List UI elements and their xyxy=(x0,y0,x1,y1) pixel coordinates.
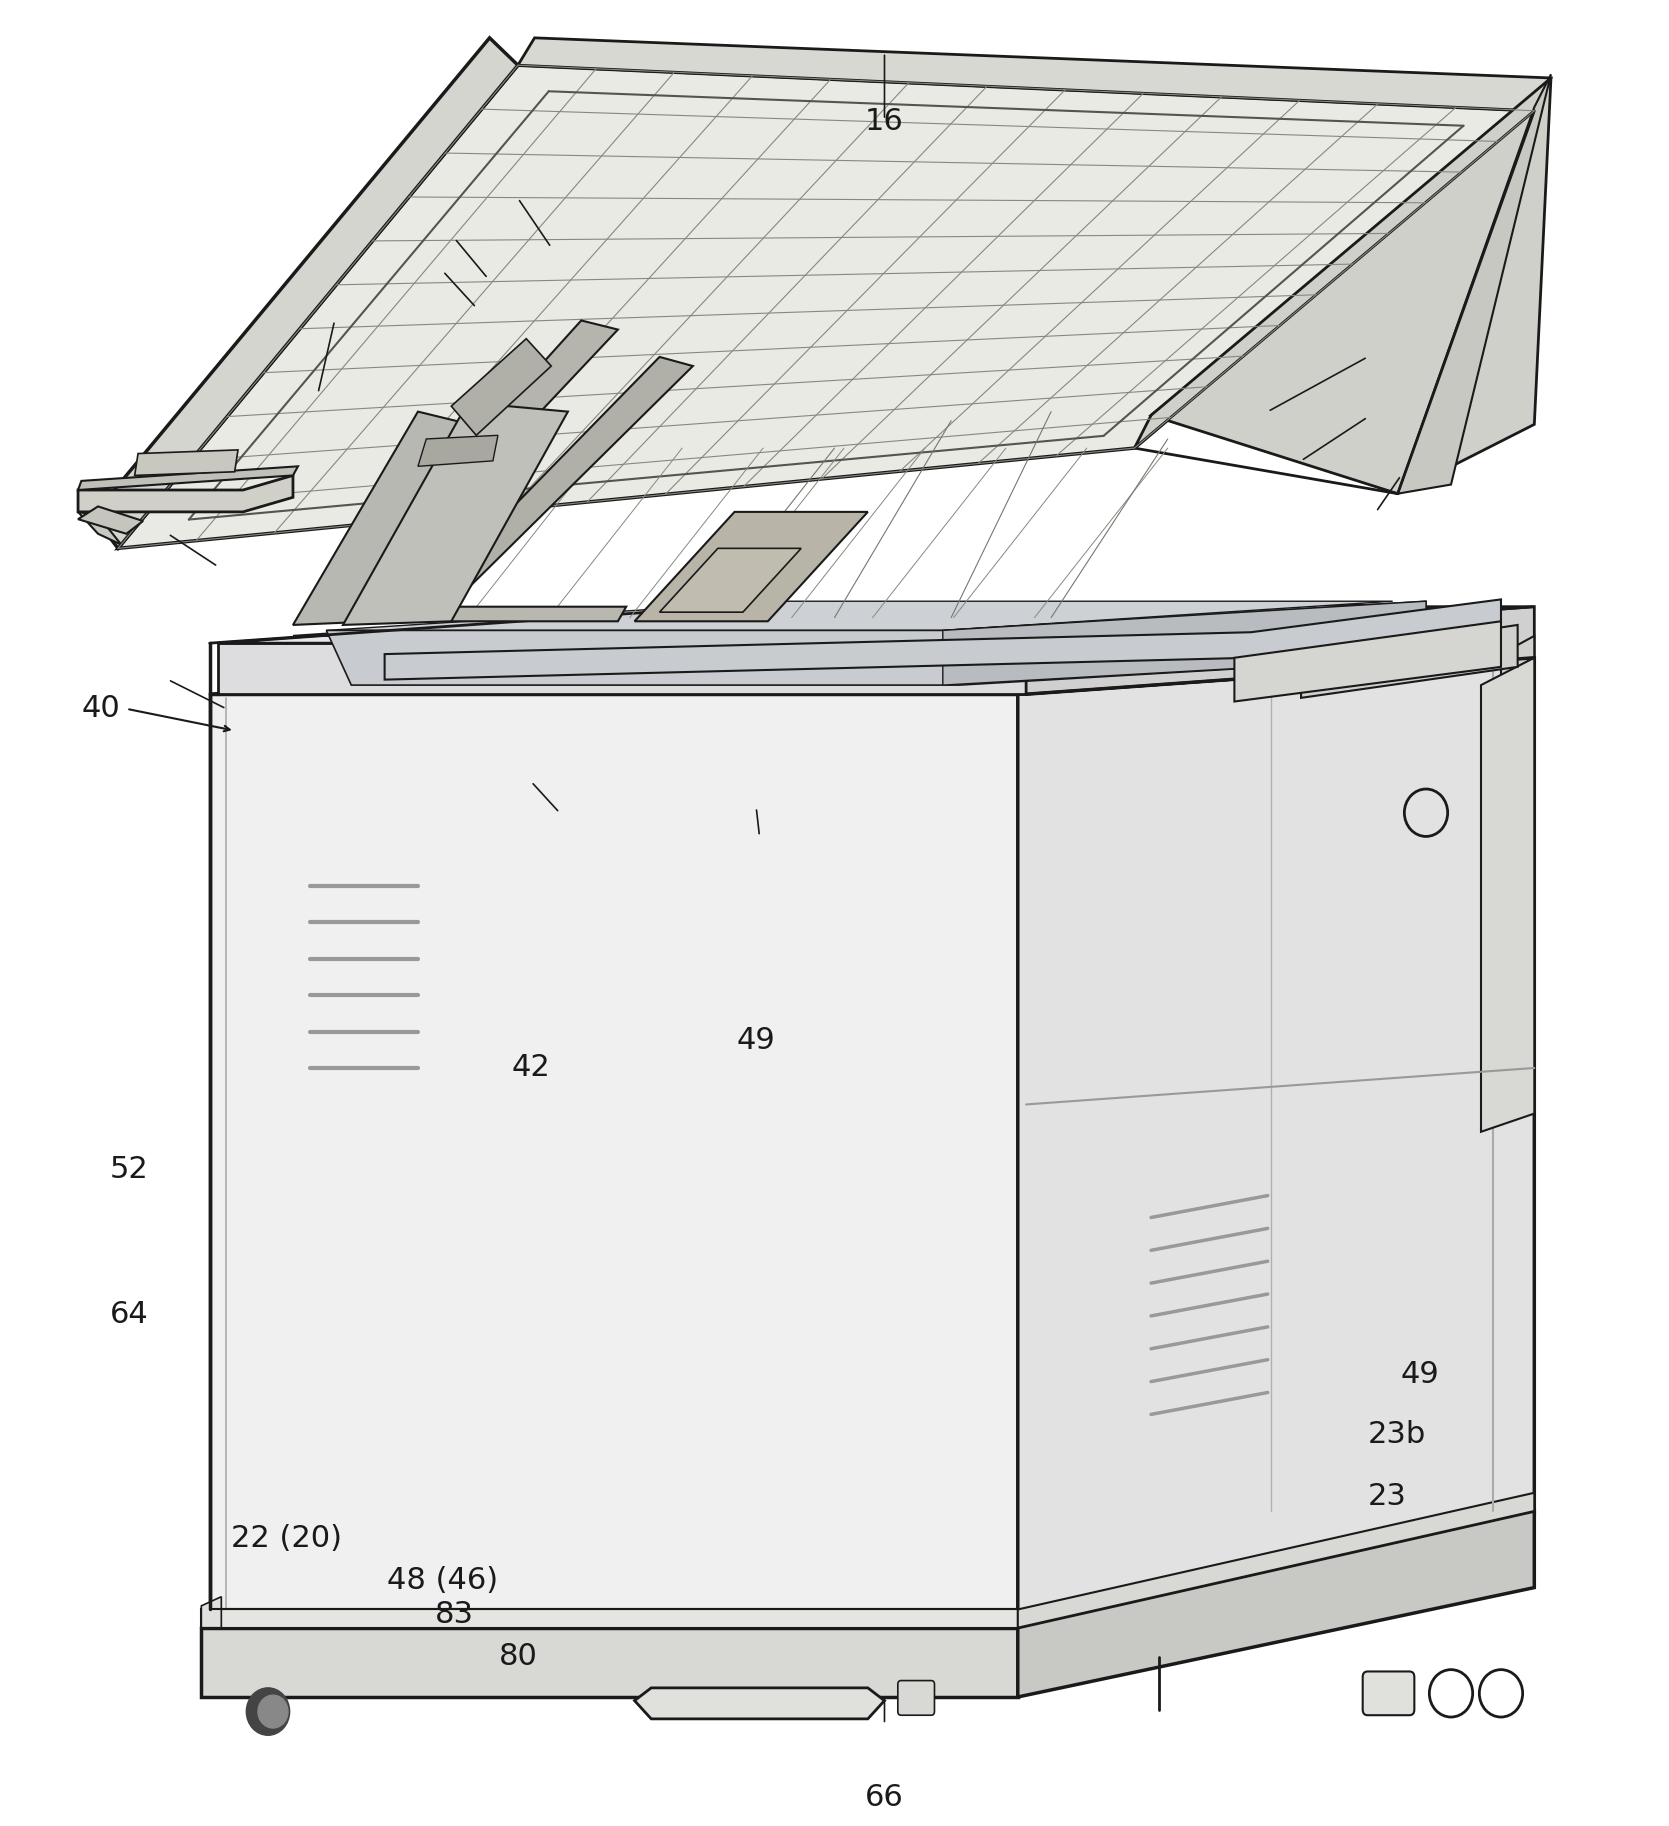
Polygon shape xyxy=(384,599,1500,679)
Polygon shape xyxy=(78,506,144,533)
Polygon shape xyxy=(659,548,801,612)
Polygon shape xyxy=(342,402,567,624)
Text: 23b: 23b xyxy=(1367,1421,1425,1448)
Text: 42: 42 xyxy=(512,1054,551,1083)
Circle shape xyxy=(247,1687,290,1735)
FancyBboxPatch shape xyxy=(1362,1671,1414,1715)
Text: 49: 49 xyxy=(736,1026,776,1055)
Polygon shape xyxy=(1152,79,1551,493)
Polygon shape xyxy=(219,606,1534,643)
Text: 22 (20): 22 (20) xyxy=(232,1523,342,1552)
Text: 83: 83 xyxy=(436,1600,474,1629)
Text: 48 (46): 48 (46) xyxy=(387,1565,499,1594)
Polygon shape xyxy=(943,601,1425,685)
Polygon shape xyxy=(384,606,626,621)
Text: 16: 16 xyxy=(865,108,905,137)
Polygon shape xyxy=(93,38,517,548)
Polygon shape xyxy=(219,643,1026,694)
Polygon shape xyxy=(78,466,299,489)
Text: 23: 23 xyxy=(1367,1483,1407,1510)
Polygon shape xyxy=(1302,624,1517,698)
Polygon shape xyxy=(1135,79,1551,447)
Polygon shape xyxy=(78,511,122,544)
Polygon shape xyxy=(1018,1512,1534,1696)
Polygon shape xyxy=(517,38,1551,111)
Text: 64: 64 xyxy=(110,1300,149,1329)
Polygon shape xyxy=(1397,75,1551,493)
Polygon shape xyxy=(310,320,618,621)
Polygon shape xyxy=(1018,657,1534,1632)
Polygon shape xyxy=(1026,606,1534,694)
Text: 52: 52 xyxy=(110,1156,149,1185)
Polygon shape xyxy=(451,338,551,435)
Text: 66: 66 xyxy=(865,1782,905,1811)
Polygon shape xyxy=(202,1609,1018,1627)
Polygon shape xyxy=(210,657,1534,694)
Polygon shape xyxy=(327,601,1392,630)
Polygon shape xyxy=(1480,657,1534,1132)
Polygon shape xyxy=(634,1687,885,1718)
Circle shape xyxy=(259,1695,289,1727)
Polygon shape xyxy=(417,435,497,466)
Polygon shape xyxy=(1018,1494,1534,1627)
Polygon shape xyxy=(401,356,693,621)
Polygon shape xyxy=(118,66,1534,548)
Text: 49: 49 xyxy=(1400,1360,1440,1390)
Polygon shape xyxy=(1235,621,1500,701)
FancyBboxPatch shape xyxy=(898,1680,935,1715)
Polygon shape xyxy=(202,1596,222,1627)
Polygon shape xyxy=(202,1627,1018,1696)
Polygon shape xyxy=(135,449,239,475)
Polygon shape xyxy=(1500,635,1534,676)
Text: 40: 40 xyxy=(82,694,120,723)
Polygon shape xyxy=(78,475,294,511)
Polygon shape xyxy=(327,601,1425,685)
Polygon shape xyxy=(210,694,1018,1632)
Polygon shape xyxy=(634,511,868,621)
Polygon shape xyxy=(294,411,492,624)
Text: 80: 80 xyxy=(499,1642,537,1671)
Polygon shape xyxy=(294,604,1425,635)
